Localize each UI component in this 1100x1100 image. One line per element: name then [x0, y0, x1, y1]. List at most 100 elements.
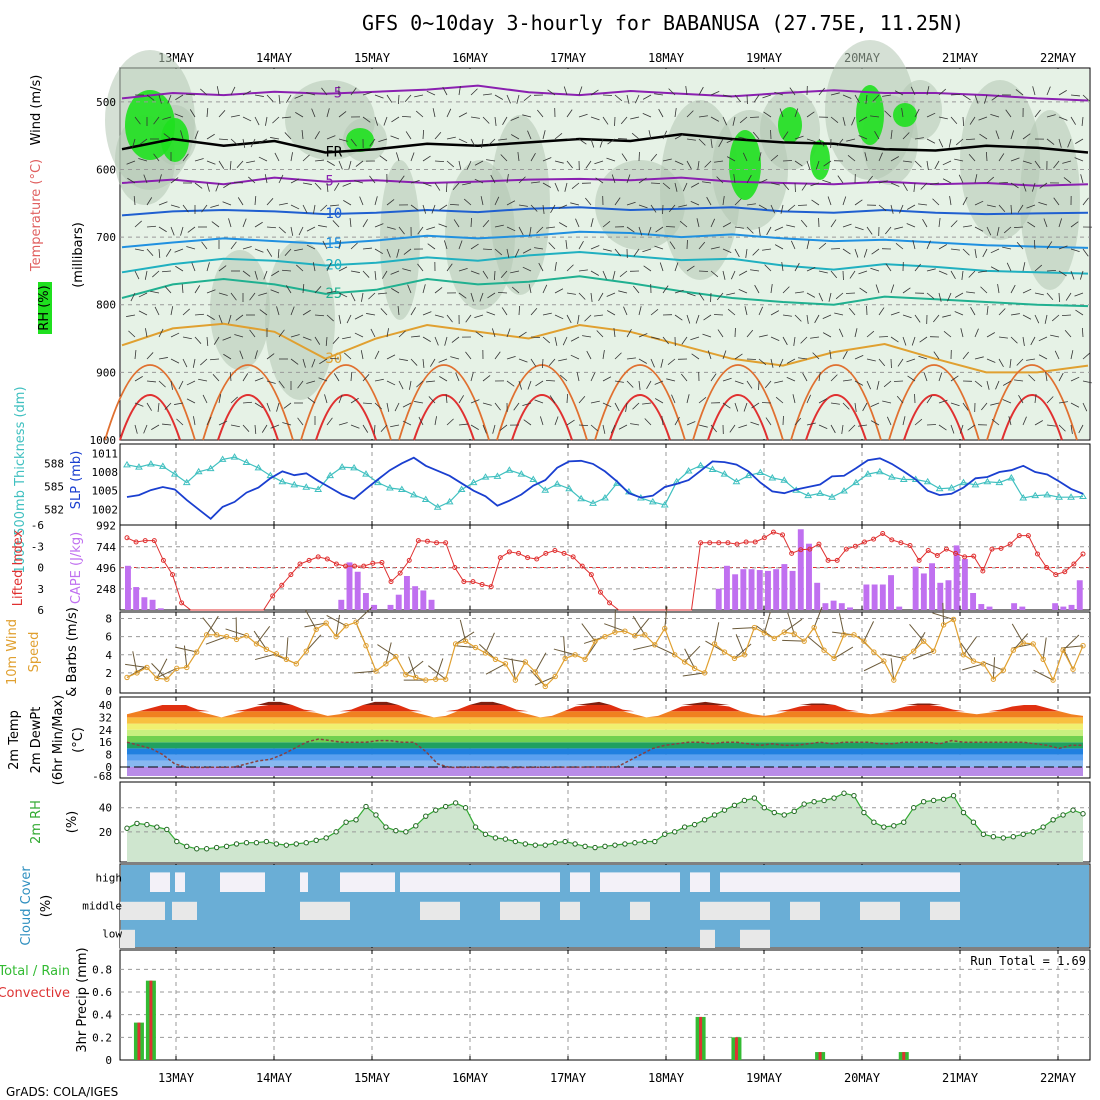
wind-barb [542, 130, 546, 140]
wind-barb [230, 241, 237, 250]
wind-barb [710, 90, 720, 96]
rh-point [522, 841, 529, 847]
wind-speed-point [194, 649, 200, 655]
rh-point [831, 795, 837, 801]
wind-barb [538, 262, 544, 272]
wind-barb [453, 219, 460, 228]
wind-barb [827, 196, 832, 206]
wind-barb [379, 155, 388, 162]
wind-barb [474, 314, 484, 319]
cape-bar [1019, 606, 1026, 610]
wind-barb [566, 314, 572, 324]
lifted-index-point [297, 561, 303, 567]
cape-bar [896, 606, 903, 610]
wind-barb [470, 138, 476, 148]
wind-barb [710, 373, 717, 382]
lifted-index-point [989, 546, 995, 552]
wind-barb [146, 352, 154, 360]
wind-barb [374, 116, 379, 126]
wind-barb [510, 270, 520, 274]
wind-barb [458, 138, 468, 144]
wind-barb [194, 336, 202, 344]
wind-barb [770, 204, 776, 214]
wind-barb [702, 181, 712, 184]
wind-speed-point [303, 648, 309, 654]
wind-barb [398, 380, 404, 390]
wind-barb [674, 262, 679, 272]
wind-barb [913, 182, 916, 192]
top-date-label: 15MAY [354, 51, 391, 65]
wind-barb [542, 312, 552, 316]
wind-barb [806, 138, 816, 143]
wind-barb [985, 151, 988, 162]
wind-barb [1022, 416, 1027, 426]
thickness-point [206, 464, 215, 472]
wind-barb [782, 182, 790, 191]
wind-barb [1082, 197, 1089, 206]
rh-point [433, 807, 439, 813]
wind-barb [439, 204, 448, 211]
wind-barb [554, 182, 559, 192]
wind-barb [990, 248, 1000, 254]
wind-barb [674, 417, 680, 426]
wind-barb [684, 645, 701, 663]
wind-barb [794, 135, 804, 140]
wind-barb [398, 330, 406, 338]
lifted-index-point [1007, 541, 1013, 547]
wind-barb [541, 358, 544, 369]
surface-isotherm [119, 394, 181, 441]
wind-barb [1079, 270, 1084, 280]
wind-barb [794, 160, 803, 167]
wind-barb [590, 245, 600, 250]
thickness-point [852, 478, 860, 486]
wind-barb [324, 394, 328, 404]
rh-point [413, 823, 419, 829]
wind-barb [458, 240, 463, 250]
wind-barb [432, 108, 436, 118]
wind-barb [235, 314, 244, 321]
rh-point [144, 821, 150, 828]
wind-barb [446, 160, 455, 168]
wind-barb [830, 219, 837, 228]
wind-barb [974, 328, 979, 338]
rh-point [582, 843, 588, 850]
wind-barb [1026, 358, 1036, 361]
wind-barb [218, 138, 229, 141]
thickness-point [732, 477, 741, 485]
wind-barb [206, 615, 219, 636]
panel-frame [119, 443, 1091, 526]
rh-point [174, 838, 180, 845]
lifted-index-point [816, 541, 822, 547]
wind-barb [248, 176, 256, 184]
wind-barb [878, 307, 885, 316]
bottom-date-label: 18MAY [648, 1071, 685, 1085]
wind-barb [743, 402, 748, 412]
thickness-point [780, 476, 789, 483]
lifted-index-point [852, 543, 858, 549]
wind-barb [950, 402, 960, 407]
wind-barb [158, 174, 162, 184]
wind-barb [1031, 182, 1036, 192]
wind-barb [965, 138, 976, 141]
wind-barb [822, 332, 832, 338]
wind-barb [146, 380, 156, 383]
wind-barb [1070, 248, 1080, 253]
wind-barb [1081, 116, 1084, 126]
wind-barb [787, 204, 796, 212]
wind-barb [901, 108, 904, 118]
wind-barb [318, 225, 328, 228]
wind-barb [792, 394, 796, 404]
wind-barb [134, 220, 142, 228]
lifted-index-point [151, 538, 157, 544]
wind-barb [428, 396, 436, 404]
wind-barb [192, 358, 196, 368]
wind-barb [1030, 336, 1036, 346]
rh-point [472, 824, 479, 830]
wind-barb [374, 248, 383, 254]
cape-bar [781, 564, 788, 610]
rh-point [353, 817, 359, 823]
isotherm-line [121, 206, 1089, 217]
cape-tick-label: 496 [96, 562, 116, 575]
wind-barb [1022, 288, 1032, 294]
wind-barb [806, 292, 816, 298]
